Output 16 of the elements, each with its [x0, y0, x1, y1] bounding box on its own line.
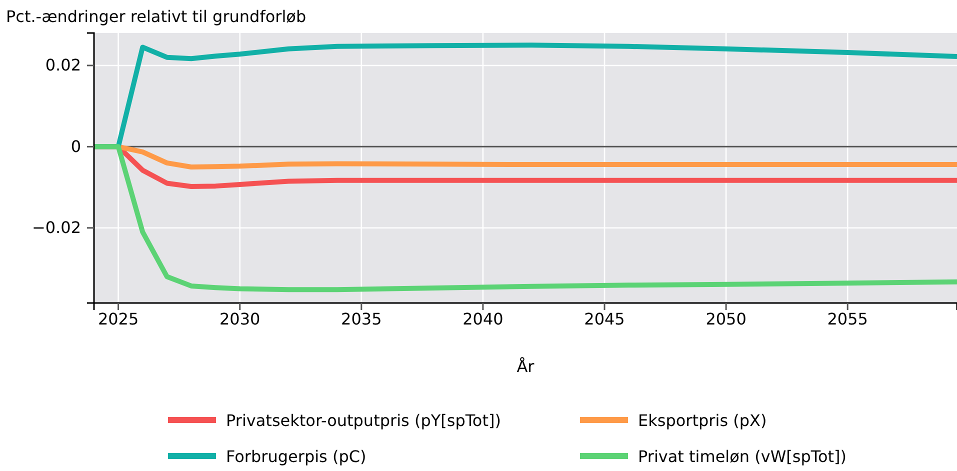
- y-tick-label: −0.02: [32, 218, 81, 238]
- legend-label: Privat timeløn (vW[spTot]): [638, 447, 846, 466]
- x-tick-label: 2050: [706, 309, 746, 328]
- x-tick-label: 2025: [98, 309, 139, 328]
- x-axis-title: År: [516, 357, 535, 376]
- x-tick-label: 2045: [584, 309, 625, 328]
- x-tick-label: 2035: [341, 309, 382, 328]
- legend-label: Eksportpris (pX): [638, 411, 767, 430]
- legend-label: Forbrugerpis (pC): [226, 447, 366, 466]
- legend-label: Privatsektor-outputpris (pY[spTot]): [226, 411, 501, 430]
- x-tick-label: 2055: [827, 309, 868, 328]
- y-tick-label: 0.02: [45, 56, 81, 75]
- y-axis-title: Pct.-ændringer relativt til grundforløb: [6, 7, 306, 26]
- x-tick-label: 2040: [462, 309, 504, 328]
- y-tick-label: 0: [70, 136, 81, 156]
- x-tick-label: 2030: [220, 309, 260, 328]
